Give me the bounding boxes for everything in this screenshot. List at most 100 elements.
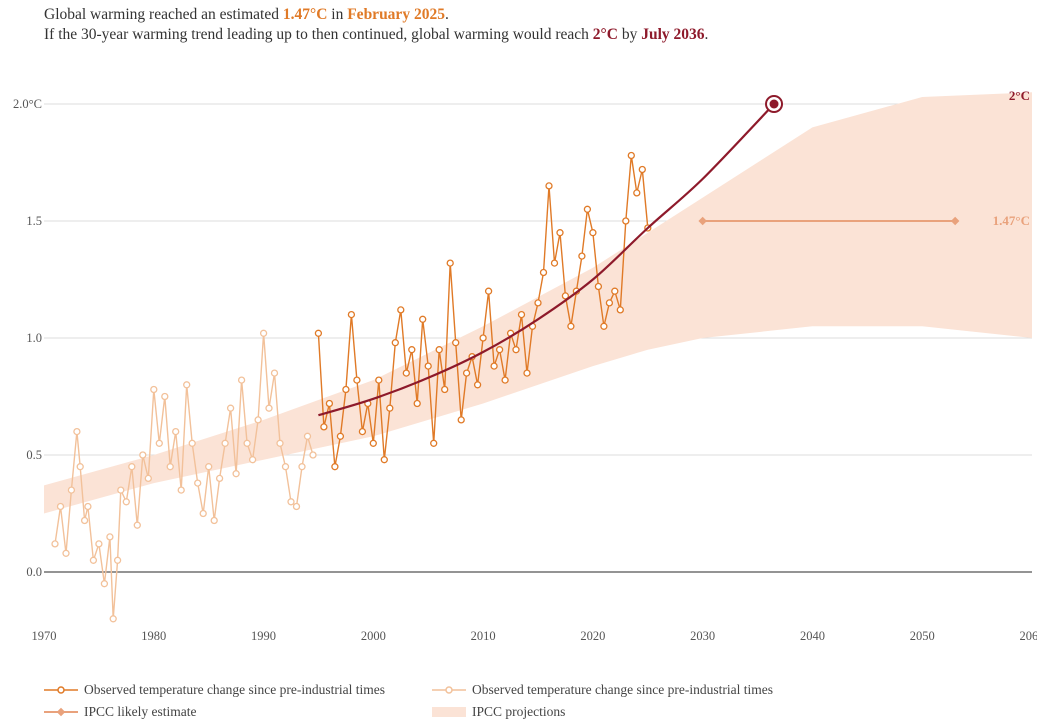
warming-trend-curve [318,103,775,417]
observed-point-faded [56,502,65,511]
observed-point-faded [309,451,317,459]
observed-point-bold [336,432,345,440]
x-tick-label: 1980 [141,629,166,643]
observed-point-bold [331,463,339,471]
observed-point-faded [122,498,130,506]
y-tick-label: 0.5 [26,448,42,462]
x-tick-label: 2040 [800,629,825,643]
observed-point-faded [139,451,147,459]
observed-point-faded [270,369,279,377]
observed-point-faded [73,427,81,436]
observed-point-faded [232,470,240,478]
observed-point-faded [155,439,163,447]
observed-point-bold [408,346,416,354]
observed-point-bold [578,252,586,260]
observed-point-bold [605,299,614,307]
observed-point-bold [462,369,471,377]
observed-point-faded [205,463,213,471]
observed-point-faded [80,516,89,525]
x-tick-label: 1970 [32,629,57,643]
observed-point-faded [183,381,191,389]
header-line2-date: July 2036 [641,26,705,43]
annotation-1-47c: 1.47°C [993,213,1030,228]
header-line1-prefix: Global warming reached an estimated [44,6,283,23]
observed-point-bold [567,322,575,330]
observed-point-faded [161,392,169,401]
observed-point-bold [441,385,449,394]
observed-point-bold [358,427,367,436]
observed-point-faded [133,521,141,529]
observed-point-bold [517,310,526,319]
observed-point-bold [353,376,361,384]
observed-point-faded [199,509,207,518]
x-tick-label: 2030 [690,629,715,643]
observed-point-bold [325,399,334,408]
observed-point-faded [117,486,125,494]
observed-point-faded [194,479,202,487]
header-line1-mid: in [327,6,348,23]
chart-header: Global warming reached an estimated 1.47… [44,5,708,45]
observed-point-bold [430,439,438,447]
observed-point-bold [473,381,482,389]
observed-point-bold [627,151,635,160]
observed-point-faded [243,439,251,447]
observed-point-faded [248,456,257,464]
observed-point-bold [369,439,377,447]
header-line2-end: . [704,26,709,43]
header-line-2: If the 30-year warming trend leading up … [44,25,708,45]
observed-point-bold [611,287,619,295]
observed-point-bold [501,376,509,384]
header-line2-value: 2°C [592,26,618,43]
x-tick-label: 2000 [361,629,386,643]
observed-point-faded [150,385,158,394]
x-tick-label: 2050 [910,629,935,643]
observed-point-faded [188,439,196,447]
y-tick-label: 2.0°C [13,97,42,111]
header-line2-mid: by [617,26,642,43]
header-line1-value: 1.47°C [282,6,328,23]
observed-point-faded [287,498,295,506]
observed-point-bold [512,346,520,354]
observed-point-faded [254,416,262,424]
x-tick-label: 1990 [251,629,276,643]
observed-point-faded [100,580,109,588]
observed-point-faded [76,463,84,471]
observed-point-faded [166,463,174,471]
observed-point-faded [303,432,312,440]
y-tick-label: 1.5 [26,214,42,228]
header-line1-date: February 2025 [347,6,445,23]
observed-point-bold [561,292,570,300]
annotation-2c: 2°C [1009,88,1030,103]
observed-point-bold [550,259,559,267]
observed-point-bold [342,385,350,394]
observed-point-faded [177,486,185,494]
observed-point-bold [600,322,608,330]
observed-point-bold [419,315,427,323]
observed-point-bold [320,423,328,431]
observed-point-faded [172,427,180,436]
observed-point-bold [534,299,542,307]
observed-point-faded [51,540,59,548]
observed-point-bold [452,339,460,347]
observed-point-faded [95,540,103,548]
observed-point-bold [583,205,592,213]
header-line2-prefix: If the 30-year warming trend leading up … [44,26,593,43]
observed-point-bold [622,217,630,225]
header-line-1: Global warming reached an estimated 1.47… [44,5,708,25]
observed-point-faded [265,404,273,412]
observed-point-faded [144,474,152,483]
observed-point-faded [226,404,235,412]
observed-point-bold [495,346,504,354]
observed-point-bold [375,376,383,384]
observed-point-faded [292,502,301,511]
observed-point-bold [556,229,564,237]
observed-point-faded [106,533,114,541]
observed-point-bold [589,229,597,237]
observed-point-bold [523,369,531,377]
observed-point-bold [402,369,410,377]
observed-point-faded [67,486,76,494]
observed-point-bold [457,416,465,424]
observed-point-bold [386,404,394,412]
observed-point-bold [391,339,399,347]
observed-point-faded [84,502,92,511]
